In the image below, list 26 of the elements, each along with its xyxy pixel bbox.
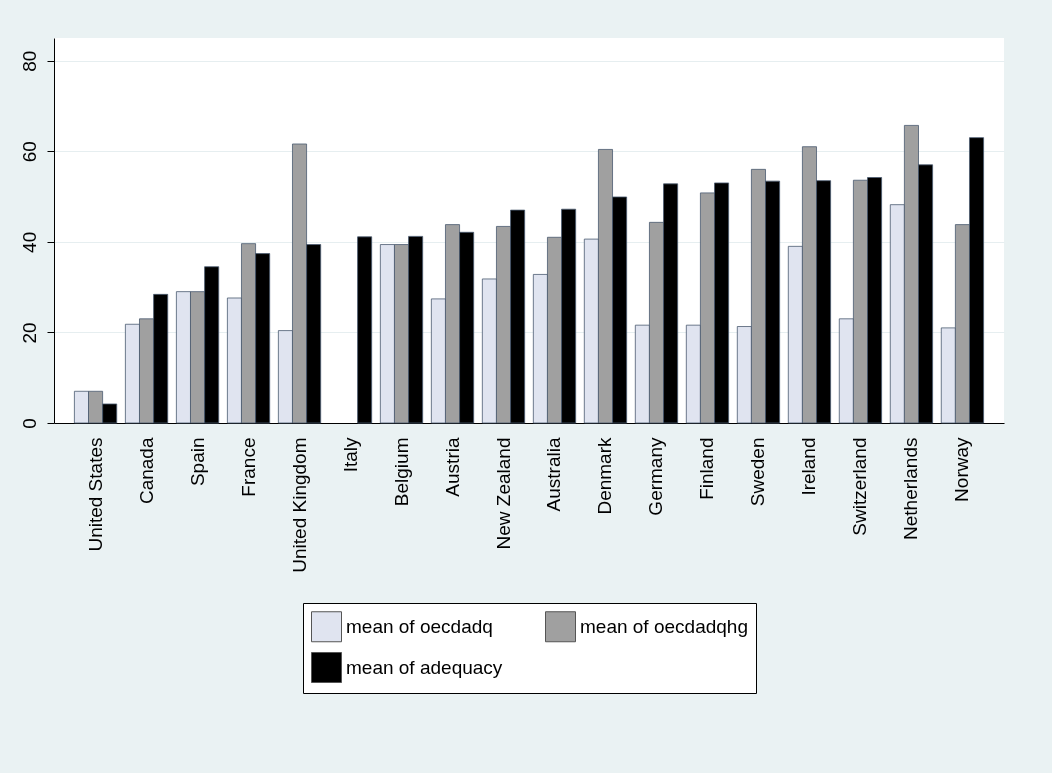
y-tick-label: 60 (18, 141, 40, 163)
x-tick-label: Sweden (747, 437, 769, 507)
x-tick-label: Finland (696, 437, 718, 500)
x-tick-label: Spain (186, 437, 208, 487)
x-tick-label: Denmark (594, 437, 616, 515)
x-tick-label: Netherlands (900, 437, 922, 540)
x-tick-label: Germany (645, 437, 667, 516)
y-tick-label: 80 (18, 50, 40, 72)
y-tick-label: 40 (18, 231, 40, 253)
x-tick-label: Switzerland (849, 437, 871, 536)
y-tick-label: 0 (18, 418, 40, 429)
x-tick-label: France (237, 437, 259, 497)
x-tick-label: Canada (135, 437, 157, 505)
x-tick-label: New Zealand (492, 437, 514, 550)
legend-label: mean of oecdadqhg (580, 615, 748, 637)
y-tick-label: 20 (18, 322, 40, 344)
x-tick-label: Norway (951, 437, 973, 502)
legend-label: mean of oecdadq (346, 615, 493, 637)
x-tick-label: Belgium (390, 437, 412, 507)
legend-label: mean of adequacy (346, 656, 503, 678)
x-tick-label: Australia (543, 437, 565, 512)
x-tick-label: United Kingdom (288, 437, 310, 573)
x-tick-label: Italy (339, 437, 361, 473)
x-tick-label: Austria (441, 437, 463, 497)
x-tick-label: United States (84, 437, 106, 552)
x-tick-label: Ireland (798, 437, 820, 496)
